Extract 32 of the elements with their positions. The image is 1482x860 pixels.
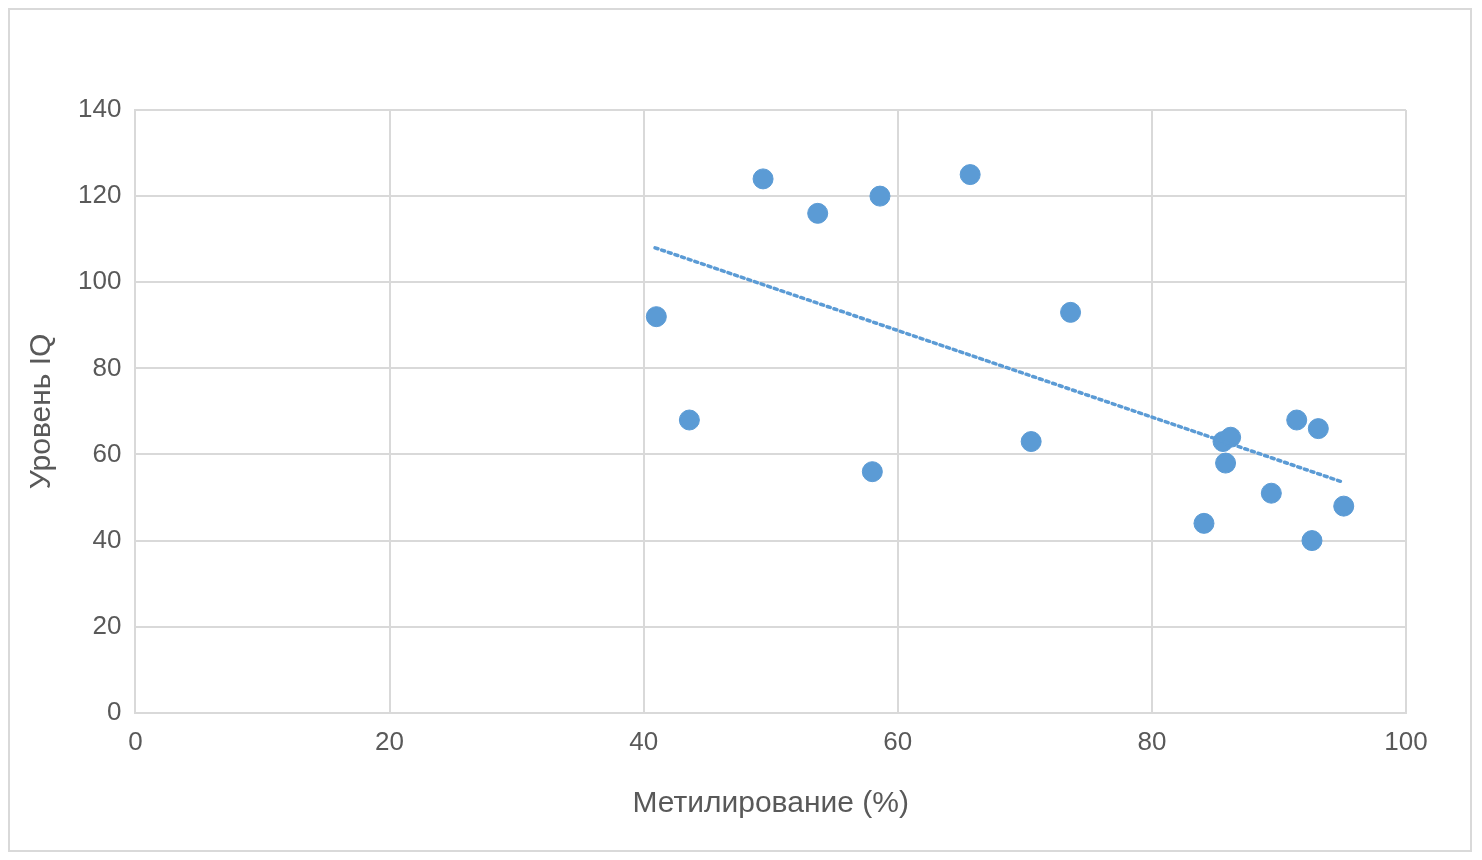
point — [1286, 409, 1308, 431]
y-axis-title: Уровень IQ — [23, 333, 57, 490]
x-tick-label: 40 — [629, 725, 659, 756]
point — [959, 164, 981, 186]
point — [752, 168, 774, 190]
point — [1260, 482, 1282, 504]
point — [861, 461, 883, 483]
x-tick-label: 0 — [128, 725, 143, 756]
x-axis-title: Метилирование (%) — [632, 785, 909, 819]
x-tick-label: 100 — [1384, 725, 1428, 756]
y-tick-label: 60 — [92, 437, 122, 468]
point — [869, 185, 891, 207]
point — [678, 409, 700, 431]
point — [807, 202, 829, 224]
point — [1333, 495, 1355, 517]
x-tick-label: 60 — [883, 725, 913, 756]
y-tick-label: 120 — [77, 179, 122, 210]
y-tick-label: 100 — [77, 265, 122, 296]
x-tick-label: 80 — [1137, 725, 1167, 756]
x-tick-label: 20 — [375, 725, 404, 756]
point — [1301, 530, 1323, 552]
point — [1307, 418, 1329, 440]
y-tick-label: 80 — [92, 351, 122, 382]
y-tick-label: 20 — [92, 609, 122, 640]
y-tick-label: 40 — [92, 523, 122, 554]
point — [645, 306, 667, 328]
point — [1060, 301, 1082, 323]
y-tick-label: 0 — [106, 695, 122, 726]
point — [1193, 512, 1215, 534]
point — [1215, 452, 1237, 474]
y-tick-label: 140 — [77, 93, 122, 124]
point — [1020, 431, 1042, 453]
